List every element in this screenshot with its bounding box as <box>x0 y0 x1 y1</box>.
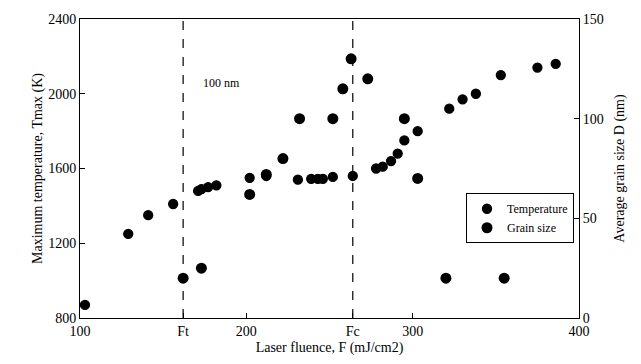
svg-text:400: 400 <box>569 324 590 339</box>
svg-text:300: 300 <box>402 324 423 339</box>
svg-text:Fc: Fc <box>346 324 360 339</box>
svg-text:100 nm: 100 nm <box>203 76 240 90</box>
svg-text:Ft: Ft <box>177 324 189 339</box>
svg-text:Temperature: Temperature <box>507 202 567 216</box>
svg-text:Average grain size D (nm): Average grain size D (nm) <box>612 94 628 243</box>
svg-text:1600: 1600 <box>48 161 76 176</box>
svg-text:Grain size: Grain size <box>507 221 556 235</box>
svg-text:1200: 1200 <box>48 236 76 251</box>
svg-text:2400: 2400 <box>48 12 76 27</box>
svg-text:150: 150 <box>583 12 604 27</box>
svg-text:100: 100 <box>70 324 91 339</box>
svg-text:50: 50 <box>583 211 597 226</box>
svg-text:Laser fluence, F (mJ/cm2): Laser fluence, F (mJ/cm2) <box>256 340 404 356</box>
svg-text:200: 200 <box>236 324 257 339</box>
svg-text:0: 0 <box>583 311 590 326</box>
svg-text:2000: 2000 <box>48 87 76 102</box>
svg-text:Maximum temperature, Tmax (K): Maximum temperature, Tmax (K) <box>30 73 46 264</box>
svg-text:100: 100 <box>583 112 604 127</box>
svg-text:800: 800 <box>55 311 76 326</box>
